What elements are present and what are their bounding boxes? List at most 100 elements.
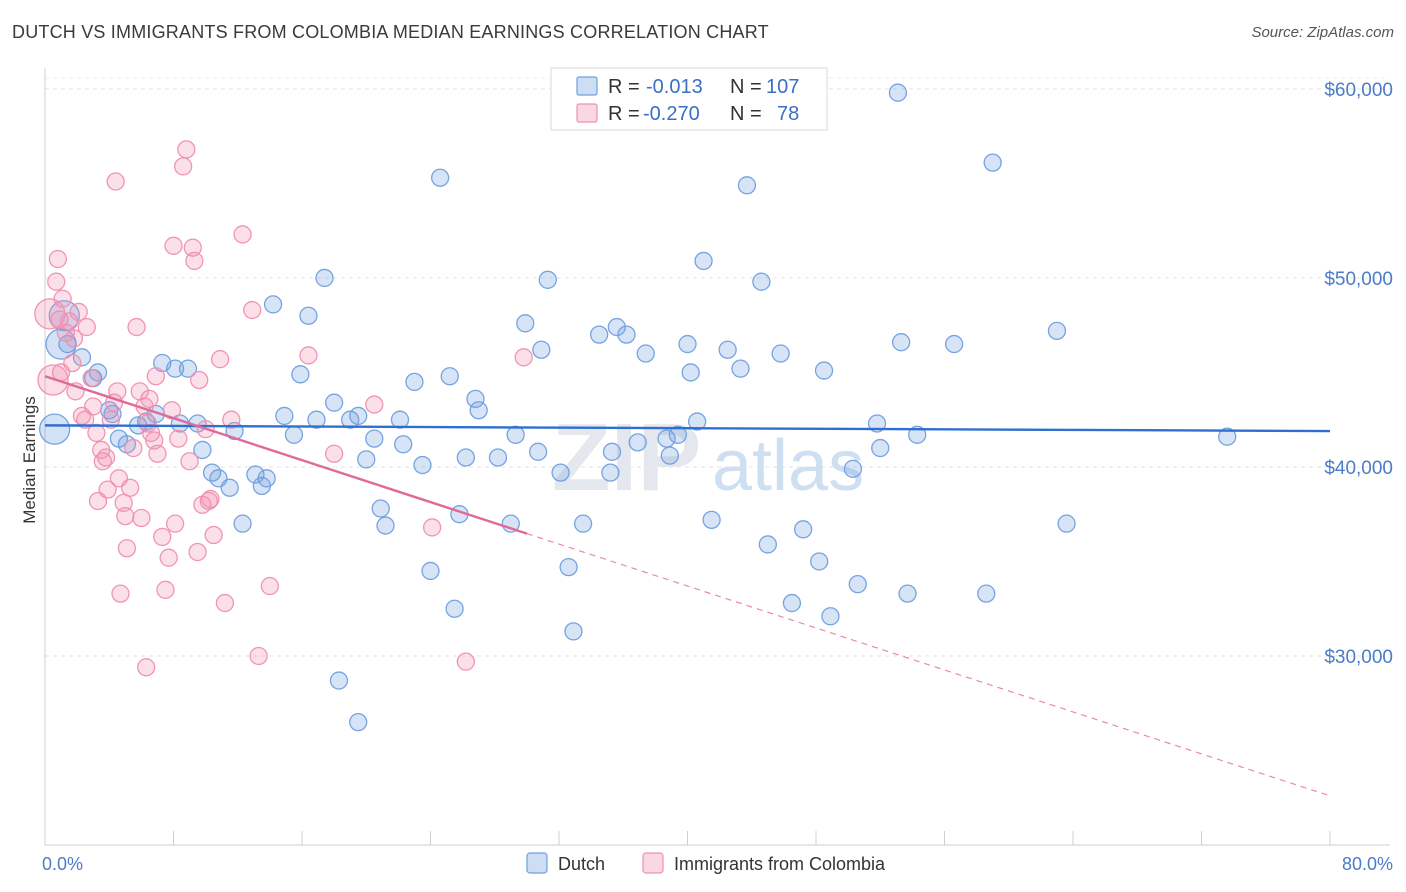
point-colombia-39 bbox=[137, 658, 156, 677]
point-colombia-8 bbox=[59, 312, 79, 331]
watermark-atlas: atlas bbox=[712, 426, 864, 506]
point-colombia-64 bbox=[204, 525, 223, 545]
trend-line-colombia bbox=[44, 375, 528, 535]
point-colombia-14 bbox=[76, 410, 95, 429]
point-colombia-34 bbox=[124, 438, 143, 458]
point-colombia-6 bbox=[53, 289, 72, 308]
y-axis-label: Median Earnings bbox=[20, 396, 39, 524]
point-dutch-87 bbox=[771, 344, 790, 363]
y-tick-label-60000: $60,000 bbox=[1324, 80, 1393, 101]
point-dutch-51 bbox=[445, 599, 464, 618]
bottom-legend: Dutch Immigrants from Colombia bbox=[526, 852, 886, 874]
point-colombia-2 bbox=[47, 272, 66, 291]
point-dutch-28 bbox=[263, 295, 283, 314]
legend-swatch-dutch bbox=[576, 76, 598, 96]
point-dutch-68 bbox=[601, 463, 620, 482]
legend-n-value-colombia: 78 bbox=[777, 103, 799, 125]
point-colombia-26 bbox=[106, 172, 125, 191]
point-colombia-16 bbox=[82, 368, 101, 388]
point-colombia-10 bbox=[64, 329, 84, 348]
point-dutch-22 bbox=[220, 478, 239, 497]
point-colombia-67 bbox=[222, 410, 241, 429]
point-dutch-35 bbox=[324, 393, 344, 412]
point-dutch-29 bbox=[275, 406, 294, 426]
trend-line-colombia-extension bbox=[526, 533, 1331, 797]
point-dutch-65 bbox=[564, 622, 583, 641]
point-dutch-91 bbox=[814, 361, 834, 380]
point-colombia-77 bbox=[514, 348, 533, 367]
y-tick-label-40000: $40,000 bbox=[1324, 458, 1393, 479]
point-dutch-19 bbox=[193, 440, 212, 460]
point-dutch-36 bbox=[329, 671, 349, 690]
point-dutch-33 bbox=[307, 410, 326, 429]
point-colombia-48 bbox=[159, 548, 178, 567]
point-dutch-58 bbox=[506, 425, 525, 444]
point-dutch-54 bbox=[466, 389, 485, 409]
point-dutch-34 bbox=[315, 268, 334, 288]
point-dutch-70 bbox=[607, 317, 626, 337]
point-dutch-94 bbox=[848, 574, 867, 594]
point-dutch-0 bbox=[38, 413, 71, 445]
point-colombia-44 bbox=[146, 367, 165, 386]
legend-n-label-dutch: N = bbox=[730, 76, 762, 98]
point-dutch-98 bbox=[891, 333, 911, 352]
point-dutch-48 bbox=[421, 561, 440, 581]
point-colombia-29 bbox=[111, 584, 130, 603]
point-dutch-99 bbox=[898, 584, 917, 603]
point-dutch-76 bbox=[668, 425, 688, 444]
point-dutch-75 bbox=[660, 446, 679, 465]
point-dutch-104 bbox=[1047, 321, 1067, 341]
point-dutch-66 bbox=[573, 514, 593, 533]
tick-labels: $30,000 $40,000 $50,000 $60,000 0.0% 80.0% bbox=[42, 80, 1393, 874]
point-colombia-3 bbox=[48, 249, 67, 269]
point-dutch-79 bbox=[687, 412, 707, 431]
point-colombia-73 bbox=[324, 444, 344, 463]
grid-lines bbox=[45, 77, 1390, 657]
point-colombia-31 bbox=[116, 506, 135, 526]
point-dutch-60 bbox=[528, 442, 548, 461]
point-colombia-41 bbox=[140, 389, 159, 409]
point-dutch-15 bbox=[165, 359, 185, 378]
trend-lines bbox=[44, 375, 1331, 797]
trend-line-dutch bbox=[44, 424, 1331, 433]
legend-n-value-dutch: 107 bbox=[766, 76, 799, 98]
legend-n-label-colombia: N = bbox=[730, 103, 762, 125]
point-colombia-71 bbox=[260, 576, 280, 596]
point-dutch-86 bbox=[758, 535, 777, 554]
point-dutch-4 bbox=[72, 348, 92, 367]
point-dutch-17 bbox=[178, 359, 198, 378]
point-dutch-24 bbox=[233, 514, 252, 533]
point-dutch-53 bbox=[456, 448, 475, 467]
point-colombia-66 bbox=[215, 593, 235, 613]
bottom-legend-swatch-dutch bbox=[526, 852, 548, 874]
point-colombia-52 bbox=[169, 429, 188, 448]
point-colombia-69 bbox=[243, 300, 262, 320]
point-colombia-68 bbox=[233, 225, 252, 244]
point-colombia-12 bbox=[69, 302, 88, 322]
point-dutch-55 bbox=[469, 401, 488, 420]
legend-r-label-dutch: R = bbox=[608, 76, 640, 98]
point-dutch-78 bbox=[681, 363, 700, 382]
point-dutch-85 bbox=[752, 272, 771, 291]
point-colombia-35 bbox=[127, 317, 146, 337]
point-dutch-106 bbox=[1218, 427, 1237, 446]
point-colombia-75 bbox=[422, 518, 442, 537]
point-dutch-43 bbox=[376, 516, 395, 535]
legend-r-value-dutch: -0.013 bbox=[646, 76, 703, 98]
point-colombia-51 bbox=[165, 514, 185, 533]
point-colombia-65 bbox=[210, 350, 230, 369]
point-colombia-17 bbox=[84, 397, 103, 416]
point-dutch-61 bbox=[532, 340, 551, 359]
x-tick-label-min: 0.0% bbox=[42, 854, 83, 874]
point-colombia-30 bbox=[114, 493, 133, 513]
point-colombia-63 bbox=[201, 489, 220, 509]
point-dutch-95 bbox=[867, 414, 887, 433]
point-colombia-53 bbox=[173, 157, 193, 176]
point-colombia-32 bbox=[117, 539, 137, 558]
point-colombia-18 bbox=[87, 423, 106, 443]
point-dutch-105 bbox=[1057, 514, 1076, 533]
point-dutch-96 bbox=[871, 438, 890, 458]
chart-source: Source: ZipAtlas.com bbox=[1251, 24, 1394, 41]
legend-swatch-colombia bbox=[576, 103, 598, 123]
